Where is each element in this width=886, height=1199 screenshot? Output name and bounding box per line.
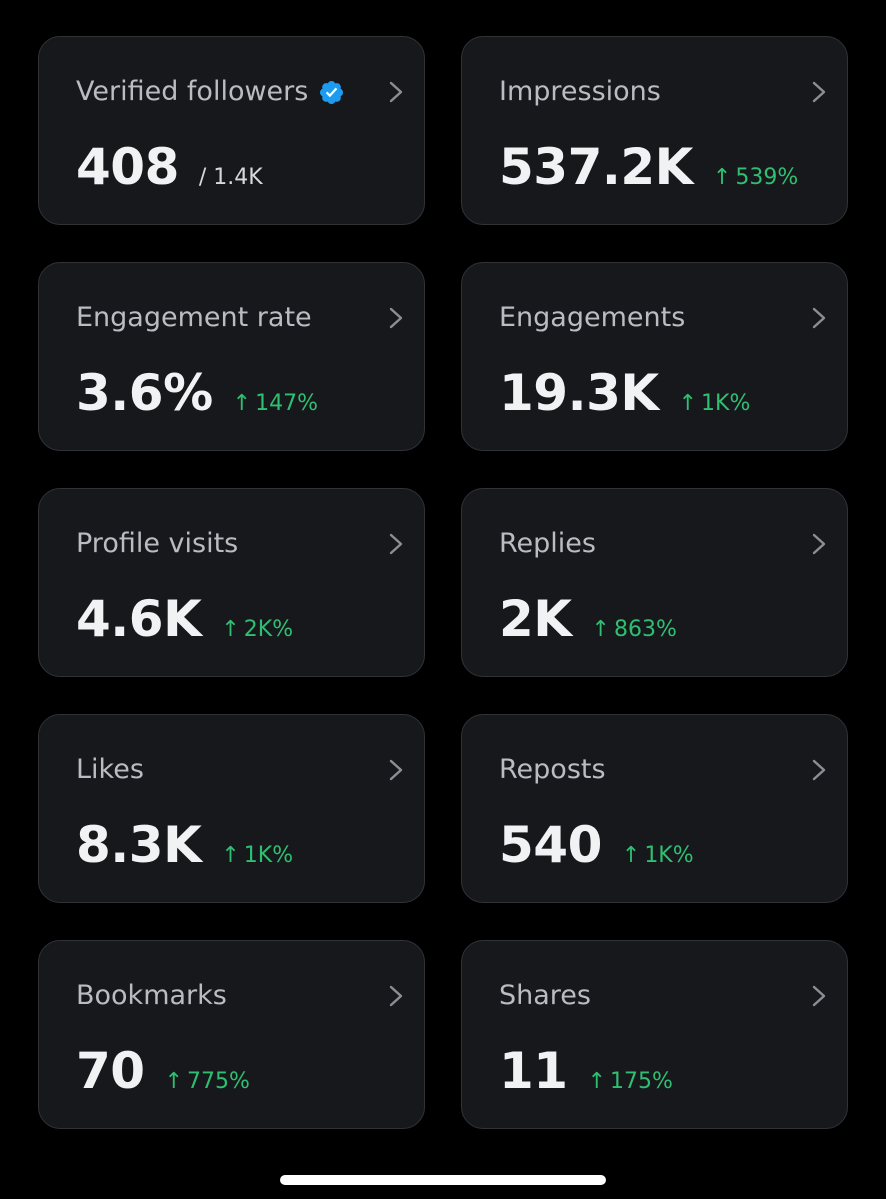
card-title: Shares (499, 979, 591, 1013)
home-indicator[interactable] (280, 1175, 606, 1185)
arrow-up-icon: ↑ (621, 843, 641, 868)
metric-delta-value: 147% (255, 391, 319, 416)
analytics-grid: Verified followers 408 / 1.4K Impression… (38, 36, 848, 1129)
card-engagement-rate[interactable]: Engagement rate 3.6% ↑ 147% (38, 262, 425, 451)
arrow-up-icon: ↑ (587, 1069, 607, 1094)
metric-value-row: 8.3K ↑ 1K% (76, 815, 293, 875)
card-engagements[interactable]: Engagements 19.3K ↑ 1K% (461, 262, 848, 451)
metric-delta-value: 1K% (644, 843, 694, 868)
card-title-label: Reposts (499, 754, 606, 785)
metric-value-row: 11 ↑ 175% (499, 1041, 673, 1101)
metric-value-row: 70 ↑ 775% (76, 1041, 250, 1101)
card-title: Reposts (499, 753, 606, 787)
verified-badge-icon (320, 80, 344, 104)
metric-value-row: 540 ↑ 1K% (499, 815, 694, 875)
metric-value: 19.3K (499, 364, 659, 422)
metric-value: 11 (499, 1042, 568, 1100)
arrow-up-icon: ↑ (712, 165, 732, 190)
chevron-right-icon (389, 307, 403, 329)
metric-value: 3.6% (76, 364, 213, 422)
chevron-right-icon (812, 985, 826, 1007)
chevron-right-icon (389, 533, 403, 555)
chevron-right-icon (812, 81, 826, 103)
chevron-right-icon (389, 985, 403, 1007)
metric-delta: ↑ 1K% (622, 843, 694, 868)
metric-value-row: 4.6K ↑ 2K% (76, 589, 293, 649)
card-replies[interactable]: Replies 2K ↑ 863% (461, 488, 848, 677)
metric-value: 408 (76, 138, 179, 196)
arrow-up-icon: ↑ (232, 391, 252, 416)
arrow-up-icon: ↑ (678, 391, 698, 416)
metric-delta: ↑ 775% (165, 1069, 250, 1094)
metric-total: / 1.4K (198, 165, 263, 190)
card-title-label: Impressions (499, 76, 661, 107)
metric-value-row: 2K ↑ 863% (499, 589, 677, 649)
card-title-label: Verified followers (76, 76, 309, 107)
card-title: Profile visits (76, 527, 238, 561)
card-shares[interactable]: Shares 11 ↑ 175% (461, 940, 848, 1129)
card-title-label: Shares (499, 980, 591, 1011)
chevron-right-icon (812, 533, 826, 555)
metric-delta-value: 175% (610, 1069, 673, 1094)
card-title: Engagement rate (76, 301, 312, 335)
arrow-up-icon: ↑ (221, 843, 240, 868)
metric-value: 8.3K (76, 816, 202, 874)
chevron-right-icon (389, 81, 403, 103)
card-reposts[interactable]: Reposts 540 ↑ 1K% (461, 714, 848, 903)
card-title-label: Profile visits (76, 528, 239, 559)
metric-value-row: 19.3K ↑ 1K% (499, 363, 750, 423)
card-title-label: Replies (499, 528, 596, 559)
metric-delta: ↑ 175% (588, 1069, 673, 1094)
card-profile-visits[interactable]: Profile visits 4.6K ↑ 2K% (38, 488, 425, 677)
card-title: Replies (499, 527, 596, 561)
metric-value: 70 (76, 1042, 145, 1100)
metric-value-row: 537.2K ↑ 539% (499, 137, 798, 197)
metric-delta: ↑ 1K% (679, 391, 751, 416)
card-title: Impressions (499, 75, 661, 109)
metric-value: 2K (499, 590, 572, 648)
metric-delta: ↑ 2K% (221, 617, 293, 642)
card-title: Verified followers (76, 75, 345, 109)
card-title: Engagements (499, 301, 685, 335)
metric-delta: ↑ 863% (592, 617, 677, 642)
metric-delta: ↑ 1K% (221, 843, 293, 868)
card-bookmarks[interactable]: Bookmarks 70 ↑ 775% (38, 940, 425, 1129)
metric-delta: ↑ 147% (233, 391, 318, 416)
metric-delta-value: 539% (735, 165, 799, 190)
metric-delta-value: 1K% (701, 391, 751, 416)
metric-value-row: 408 / 1.4K (76, 137, 263, 197)
metric-value-row: 3.6% ↑ 147% (76, 363, 318, 423)
metric-value: 537.2K (499, 138, 693, 196)
card-title-label: Engagement rate (76, 302, 312, 333)
metric-delta: ↑ 539% (713, 165, 798, 190)
card-verified-followers[interactable]: Verified followers 408 / 1.4K (38, 36, 425, 225)
arrow-up-icon: ↑ (164, 1069, 184, 1094)
metric-value: 540 (499, 816, 602, 874)
card-title-label: Engagements (499, 302, 686, 333)
metric-delta-value: 775% (187, 1069, 250, 1094)
chevron-right-icon (389, 759, 403, 781)
card-title-label: Likes (76, 754, 144, 785)
metric-delta-value: 2K% (243, 617, 294, 642)
card-likes[interactable]: Likes 8.3K ↑ 1K% (38, 714, 425, 903)
metric-value: 4.6K (76, 590, 202, 648)
metric-delta-value: 1K% (243, 843, 294, 868)
metric-delta-value: 863% (613, 617, 677, 642)
arrow-up-icon: ↑ (221, 617, 240, 642)
card-impressions[interactable]: Impressions 537.2K ↑ 539% (461, 36, 848, 225)
chevron-right-icon (812, 307, 826, 329)
card-title-label: Bookmarks (76, 980, 227, 1011)
arrow-up-icon: ↑ (591, 617, 610, 642)
card-title: Likes (76, 753, 144, 787)
card-title: Bookmarks (76, 979, 227, 1013)
chevron-right-icon (812, 759, 826, 781)
